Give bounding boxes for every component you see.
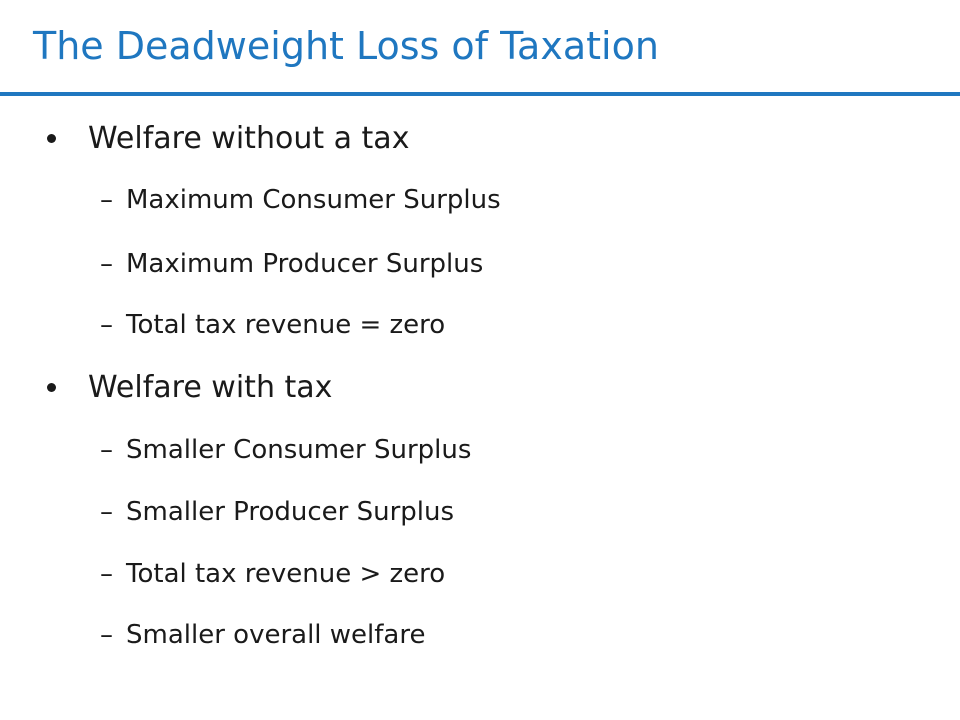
dash-marker: – <box>100 310 113 340</box>
sub-bullet-2-1: – Smaller Consumer Surplus <box>100 432 471 468</box>
bullet-dot-icon <box>47 383 56 392</box>
dash-marker: – <box>100 559 113 589</box>
title-divider <box>0 92 960 96</box>
slide-title: The Deadweight Loss of Taxation <box>33 24 659 68</box>
sub-bullet-2-3: – Total tax revenue > zero <box>100 556 445 592</box>
sub-bullet-2-4: – Smaller overall welfare <box>100 617 425 653</box>
bullet-1: Welfare without a tax <box>88 121 410 156</box>
sub-bullet-text: Total tax revenue = zero <box>126 310 446 340</box>
bullet-2: Welfare with tax <box>88 370 333 405</box>
sub-bullet-1-2: – Maximum Producer Surplus <box>100 246 483 282</box>
sub-bullet-text: Smaller overall welfare <box>126 620 426 650</box>
sub-bullet-1-3: – Total tax revenue = zero <box>100 307 445 343</box>
sub-bullet-text: Smaller Consumer Surplus <box>126 435 472 465</box>
dash-marker: – <box>100 497 113 527</box>
sub-bullet-text: Total tax revenue > zero <box>126 559 446 589</box>
sub-bullet-text: Smaller Producer Surplus <box>126 497 455 527</box>
sub-bullet-text: Maximum Consumer Surplus <box>126 185 501 215</box>
dash-marker: – <box>100 249 113 279</box>
dash-marker: – <box>100 620 113 650</box>
dash-marker: – <box>100 185 113 215</box>
sub-bullet-1-1: – Maximum Consumer Surplus <box>100 182 501 218</box>
dash-marker: – <box>100 435 113 465</box>
bullet-dot-icon <box>47 134 56 143</box>
sub-bullet-2-2: – Smaller Producer Surplus <box>100 494 454 530</box>
sub-bullet-text: Maximum Producer Surplus <box>126 249 484 279</box>
